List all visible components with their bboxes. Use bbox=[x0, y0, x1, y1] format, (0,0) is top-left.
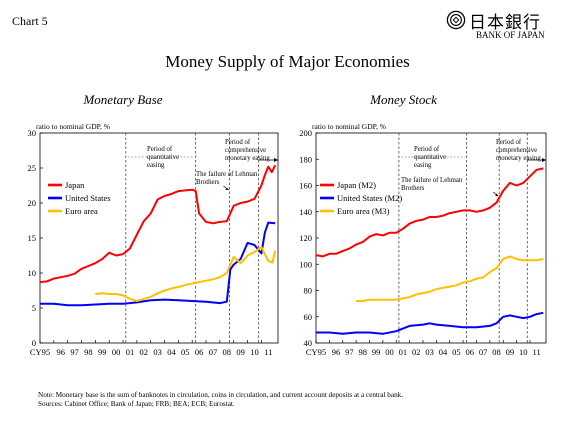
x-tick-label: 06 bbox=[466, 347, 475, 357]
y-tick-label: 120 bbox=[299, 233, 312, 243]
series-line bbox=[316, 311, 544, 335]
x-tick-label: 10 bbox=[519, 347, 528, 357]
x-tick-label: 11 bbox=[264, 347, 272, 357]
y-tick-label: 15 bbox=[28, 233, 37, 243]
x-tick-label: 10 bbox=[250, 347, 259, 357]
y-tick-label: 60 bbox=[304, 312, 313, 322]
event-note: monetary easing bbox=[496, 155, 541, 162]
event-note: quantitative bbox=[147, 154, 179, 161]
x-tick-label: 96 bbox=[57, 347, 66, 357]
boj-logo: 日本銀行 BANK OF JAPAN bbox=[446, 8, 570, 44]
event-note: easing bbox=[147, 162, 165, 169]
boj-emblem-icon bbox=[446, 10, 466, 30]
series-line bbox=[40, 221, 276, 307]
x-tick-label: 99 bbox=[98, 347, 107, 357]
x-tick-label: 09 bbox=[236, 347, 245, 357]
y-tick-label: 200 bbox=[299, 128, 312, 138]
footnote-note: Note: Monetary base is the sum of bankno… bbox=[38, 391, 404, 399]
x-tick-label: 07 bbox=[209, 347, 218, 357]
lehman-arrowhead bbox=[495, 193, 499, 196]
legend-label: United States (M2) bbox=[337, 193, 402, 203]
x-tick-label: 96 bbox=[332, 347, 341, 357]
x-tick-label: 06 bbox=[195, 347, 204, 357]
x-tick-label: 97 bbox=[70, 347, 79, 357]
event-note: Brothers bbox=[196, 179, 220, 186]
event-note: comprehensive bbox=[496, 147, 537, 154]
y-tick-label: 20 bbox=[28, 198, 37, 208]
y-tick-label: 100 bbox=[299, 259, 312, 269]
y-tick-label: 40 bbox=[304, 338, 313, 348]
event-note: Period of bbox=[414, 146, 440, 153]
y-tick-label: 180 bbox=[299, 154, 312, 164]
x-tick-label: 08 bbox=[223, 347, 232, 357]
boj-name-en: BANK OF JAPAN bbox=[476, 30, 545, 40]
footnote-sources: Sources: Cabinet Office; Bank of Japan; … bbox=[38, 400, 235, 408]
x-tick-label: 02 bbox=[140, 347, 149, 357]
series-line bbox=[356, 255, 544, 302]
event-note: quantitative bbox=[414, 154, 446, 161]
x-tick-label: 98 bbox=[84, 347, 93, 357]
x-tick-label: 98 bbox=[359, 347, 368, 357]
x-tick-label: 99 bbox=[372, 347, 381, 357]
money-stock-chart: ratio to nominal GDP, % 40 60 80 100 120 140 16… bbox=[299, 122, 547, 357]
x-tick-label: 01 bbox=[399, 347, 408, 357]
event-note: Brothers bbox=[401, 185, 425, 192]
x-tick-label: CY95 bbox=[30, 347, 50, 357]
y-axis-label: ratio to nominal GDP, % bbox=[312, 122, 386, 131]
left-panel-title: Monetary Base bbox=[83, 92, 163, 107]
x-tick-label: 04 bbox=[439, 347, 448, 357]
legend-label: Japan bbox=[65, 180, 85, 190]
x-tick-label: 03 bbox=[425, 347, 434, 357]
event-note: monetary easing bbox=[225, 155, 270, 162]
x-tick-label: 07 bbox=[479, 347, 488, 357]
x-tick-label: 08 bbox=[492, 347, 501, 357]
x-tick-label: 01 bbox=[126, 347, 135, 357]
legend-label: United States bbox=[65, 193, 111, 203]
x-tick-label: 05 bbox=[181, 347, 190, 357]
event-note: Period of bbox=[147, 146, 173, 153]
lehman-arrowhead bbox=[225, 187, 229, 190]
event-note: The failure of Lehman bbox=[196, 171, 258, 178]
x-tick-label: 97 bbox=[345, 347, 354, 357]
series-line bbox=[315, 167, 544, 258]
legend-label: Euro area bbox=[65, 206, 98, 216]
y-tick-label: 160 bbox=[299, 181, 312, 191]
x-tick-label: CY95 bbox=[306, 347, 326, 357]
x-tick-label: 09 bbox=[506, 347, 515, 357]
series-line bbox=[95, 246, 277, 302]
y-tick-label: 30 bbox=[28, 128, 37, 138]
x-tick-label: 04 bbox=[167, 347, 176, 357]
x-tick-label: 00 bbox=[112, 347, 121, 357]
y-tick-label: 80 bbox=[304, 286, 313, 296]
x-tick-label: 02 bbox=[412, 347, 421, 357]
x-tick-label: 05 bbox=[452, 347, 461, 357]
ce-arrowhead bbox=[274, 158, 278, 162]
legend-label: Euro area (M3) bbox=[337, 206, 390, 216]
y-tick-label: 25 bbox=[28, 163, 37, 173]
series-line bbox=[39, 164, 277, 284]
y-tick-label: 10 bbox=[28, 268, 37, 278]
right-panel-title: Money Stock bbox=[370, 92, 437, 107]
boj-name-jp: 日本銀行 bbox=[469, 13, 541, 33]
x-tick-label: 00 bbox=[385, 347, 394, 357]
y-axis-label: ratio to nominal GDP, % bbox=[36, 122, 110, 131]
event-note: easing bbox=[414, 162, 432, 169]
event-note: Period of bbox=[225, 139, 251, 146]
legend-label: Japan (M2) bbox=[337, 180, 376, 190]
event-note: comprehensive bbox=[225, 147, 266, 154]
x-tick-label: 03 bbox=[153, 347, 162, 357]
y-tick-label: 140 bbox=[299, 207, 312, 217]
chart-number: Chart 5 bbox=[12, 14, 48, 28]
event-note: The failure of Lehman bbox=[401, 177, 463, 184]
main-title: Money Supply of Major Economies bbox=[165, 52, 410, 71]
x-tick-label: 11 bbox=[533, 347, 541, 357]
y-tick-label: 5 bbox=[32, 303, 36, 313]
ce-arrowhead bbox=[542, 158, 546, 162]
event-note: Period of bbox=[496, 139, 522, 146]
y-tick-label: 0 bbox=[32, 338, 36, 348]
